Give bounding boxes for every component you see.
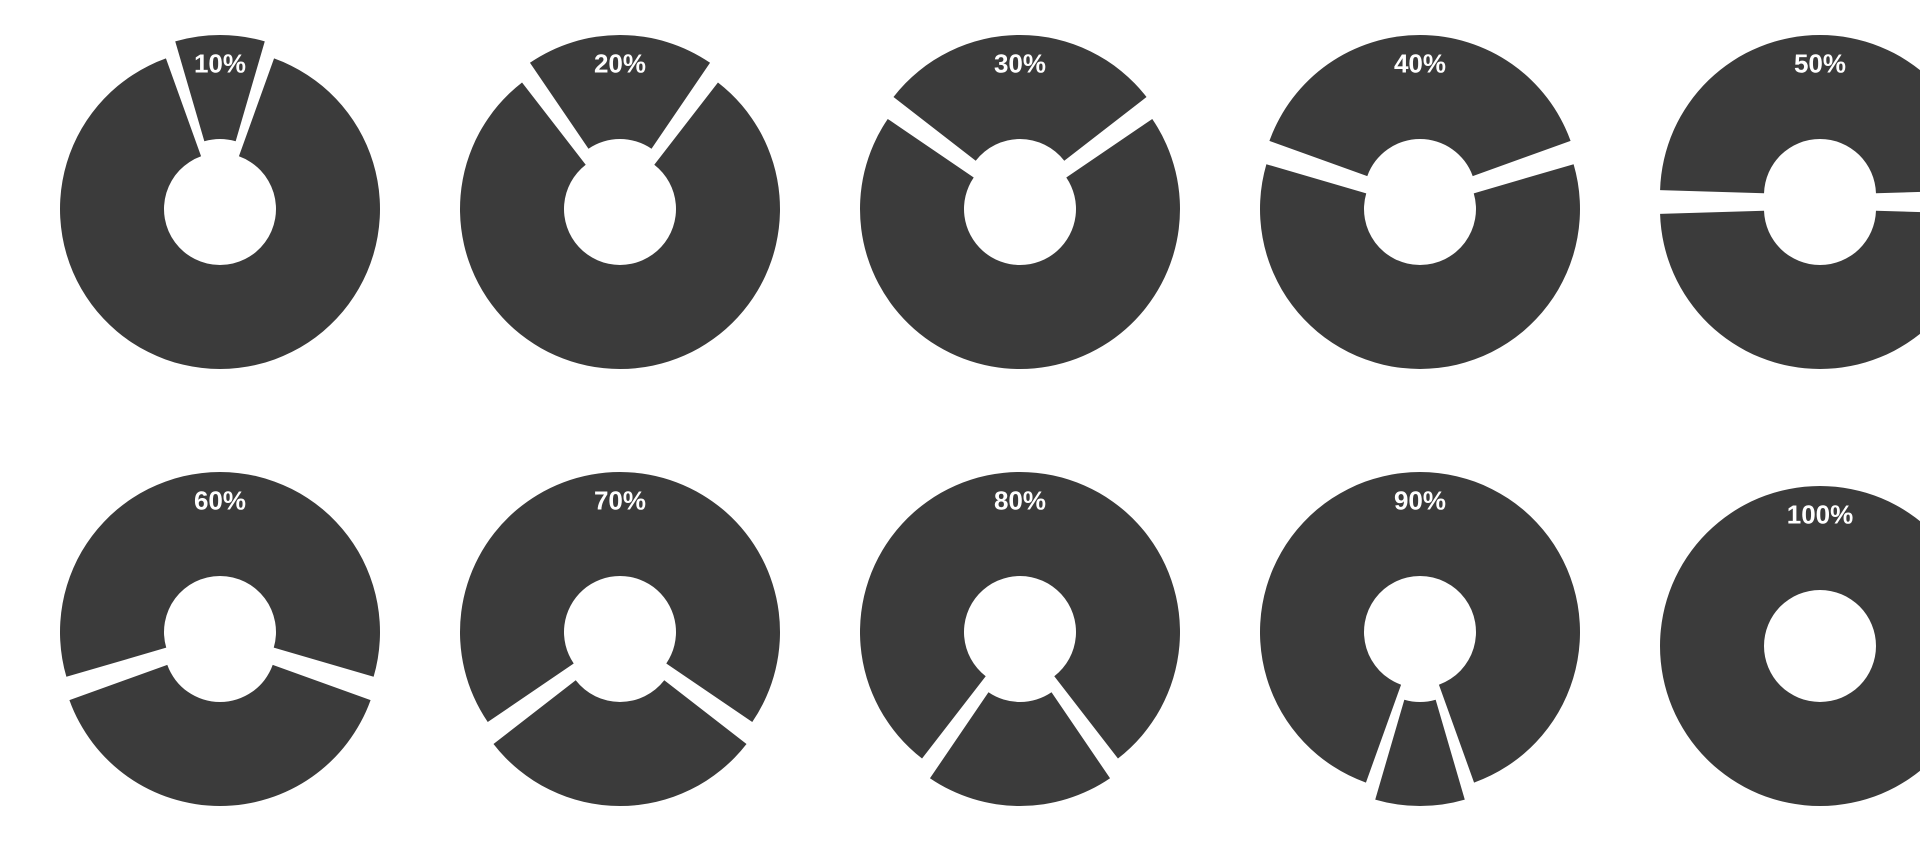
donut-chart-icon [840, 466, 1200, 826]
donut-chart-icon [40, 466, 400, 826]
donut-chart-icon [1240, 29, 1600, 389]
donut-cell-10: 10% [40, 20, 400, 397]
donut-cell-90: 90% [1240, 457, 1600, 834]
donut-cell-30: 30% [840, 20, 1200, 397]
donut-cell-100: 100% [1640, 457, 1920, 834]
donut-chart-icon [1640, 29, 1920, 389]
donut-chart-icon [1640, 466, 1920, 826]
donut-chart-icon [40, 29, 400, 389]
donut-cell-60: 60% [40, 457, 400, 834]
donut-chart-grid: 10% 20% 30% 40% 50% 60% 70% 80% 90% 100% [0, 0, 1920, 854]
donut-cell-70: 70% [440, 457, 800, 834]
donut-cell-20: 20% [440, 20, 800, 397]
donut-cell-80: 80% [840, 457, 1200, 834]
donut-cell-50: 50% [1640, 20, 1920, 397]
donut-chart-icon [440, 29, 800, 389]
donut-chart-icon [840, 29, 1200, 389]
donut-chart-icon [440, 466, 800, 826]
donut-chart-icon [1240, 466, 1600, 826]
donut-cell-40: 40% [1240, 20, 1600, 397]
